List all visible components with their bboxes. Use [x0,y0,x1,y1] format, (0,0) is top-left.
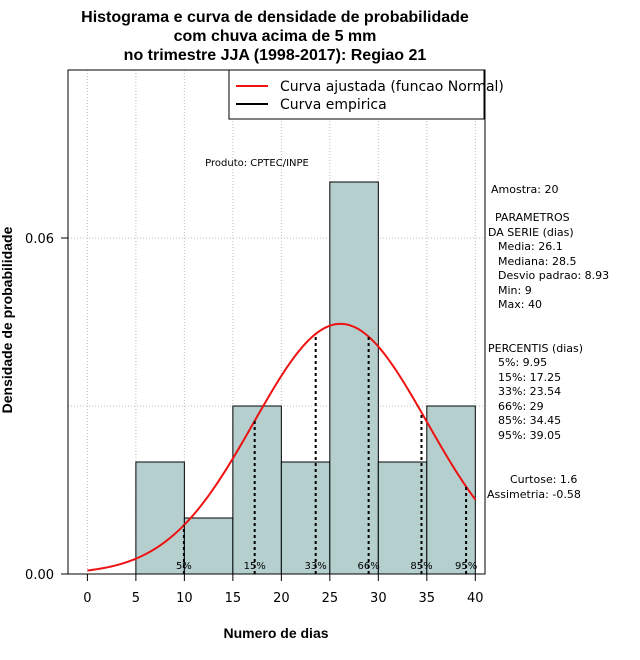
x-tick-label: 40 [467,591,484,606]
stat-curtose: Curtose: 1.6 [510,473,577,486]
stat-mediana: Mediana: 28.5 [498,255,576,268]
params-subtitle: DA SERIE (dias) [488,226,574,239]
y-tick-label: 0.00 [25,568,54,583]
sample-size: Amostra: 20 [491,183,558,196]
stat-p85: 85%: 34.45 [498,414,561,427]
percentile-label: 33% [305,561,327,572]
x-tick-label: 35 [419,591,436,606]
stat-assimetria: Assimetria: -0.58 [487,488,581,501]
stats-panel: Amostra: 20 PARAMETROS DA SERIE (dias) M… [487,183,609,501]
x-tick-label: 10 [176,591,193,606]
stat-p66: 66%: 29 [498,400,544,413]
stat-media: Media: 26.1 [498,240,563,253]
stat-max: Max: 40 [498,298,542,311]
legend: Curva ajustada (funcao Normal) Curva emp… [228,69,504,120]
percentile-label: 95% [455,561,477,572]
x-tick-label: 0 [83,591,91,606]
percentile-lines: 5% 15% 33% 66% 85% 95% [176,333,477,574]
params-title: PARAMETROS [495,211,570,224]
stat-desvio: Desvio padrao: 8.93 [498,269,609,282]
x-axis-label: Numero de dias [223,625,328,641]
stat-p33: 33%: 23.54 [498,385,561,398]
chart-title-line-1: Histograma e curva de densidade de proba… [81,9,469,26]
percentile-label: 66% [358,561,380,572]
normal-fit-curve [87,322,477,572]
histogram-bar [280,461,331,575]
credit-text: Produto: CPTEC/INPE [205,158,309,169]
histogram-bar [232,405,282,575]
density-curve [87,322,477,572]
stat-p15: 15%: 17.25 [498,371,561,384]
y-tick-label: 0.06 [25,232,54,247]
legend-label-empirical: Curva empirica [280,97,387,113]
percentile-label: 5% [176,561,192,572]
stat-p5: 5%: 9.95 [498,356,547,369]
stat-min: Min: 9 [498,284,532,297]
percentile-label: 15% [244,561,266,572]
legend-box [228,69,485,120]
percentile-label: 85% [410,561,432,572]
x-tick-label: 30 [370,591,387,606]
histogram-bar [329,181,379,575]
x-tick-label: 25 [322,591,339,606]
stat-p95: 95%: 39.05 [498,429,561,442]
x-tick-label: 5 [132,591,140,606]
chart-title-line-3: no trimestre JJA (1998-2017): Regiao 21 [124,47,427,64]
histogram-bar [377,461,428,575]
legend-label-normal: Curva ajustada (funcao Normal) [280,79,504,95]
histogram-bar [135,461,185,575]
x-tick-label: 15 [225,591,242,606]
x-tick-label: 20 [273,591,290,606]
histogram-bars [135,181,476,575]
y-axis-label: Densidade de probabilidade [0,226,15,413]
chart-title-line-2: com chuva acima de 5 mm [174,28,377,45]
percentis-title: PERCENTIS (dias) [488,342,583,355]
